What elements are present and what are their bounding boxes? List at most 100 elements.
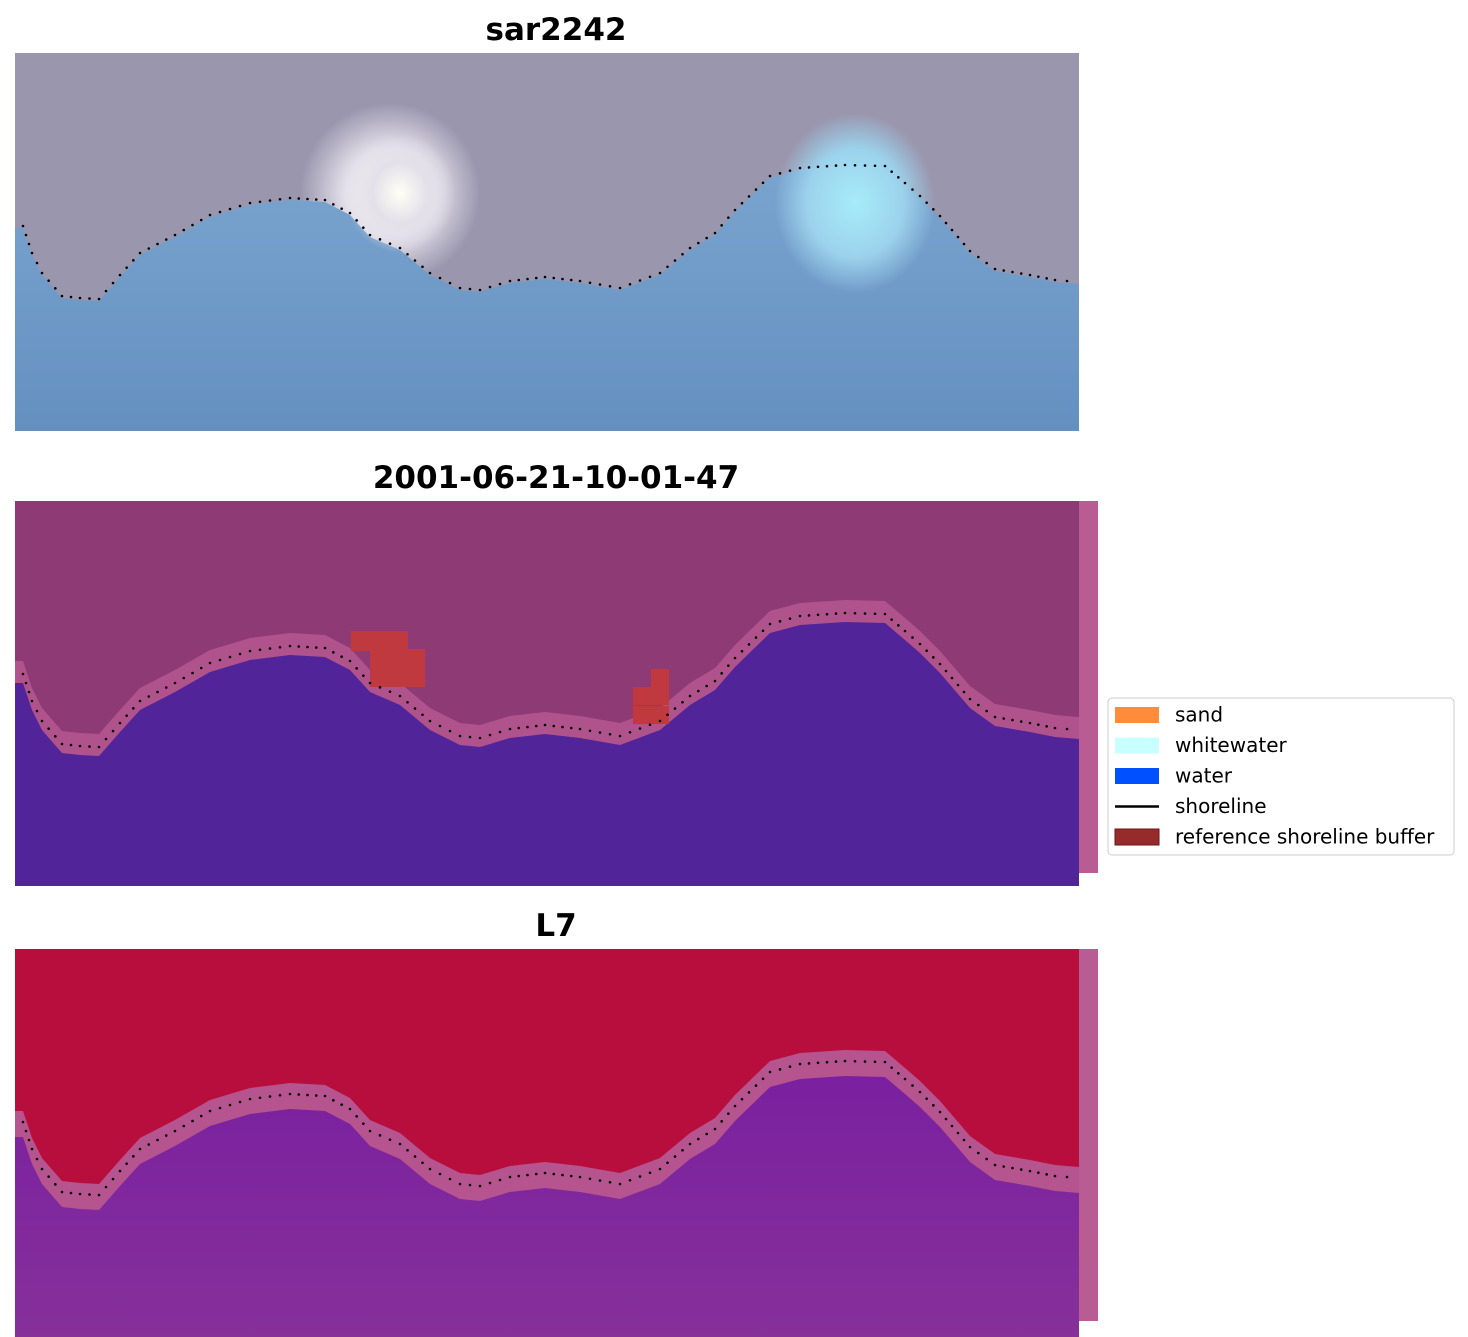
shoreline-dot	[88, 297, 91, 300]
shoreline-dot	[488, 1181, 492, 1185]
shoreline-dot	[297, 1093, 301, 1096]
shoreline-dot	[608, 284, 612, 288]
shoreline-dot	[666, 1161, 669, 1165]
shoreline-dot	[673, 1155, 677, 1158]
shoreline-dot	[24, 1129, 28, 1133]
shoreline-dot	[111, 1177, 115, 1181]
shoreline-dot	[873, 164, 877, 168]
shoreline-dot	[30, 699, 34, 703]
shoreline-dot	[588, 729, 592, 733]
shoreline-dot	[754, 188, 758, 191]
shoreline-dot	[340, 207, 343, 210]
shoreline-dot	[778, 172, 782, 175]
shoreline-dot	[890, 170, 893, 173]
shoreline-dot	[666, 713, 669, 717]
shoreline-dot	[348, 1107, 352, 1111]
shoreline-dot	[648, 723, 652, 727]
shoreline-dot	[526, 725, 529, 729]
shoreline-dot	[628, 282, 632, 286]
shoreline-dot	[238, 204, 242, 208]
shoreline-dot	[78, 744, 82, 748]
panel-title: sar2242	[486, 12, 627, 48]
shoreline-dot	[54, 1183, 57, 1186]
shoreline-dot	[421, 1161, 424, 1165]
shoreline-dot	[834, 164, 838, 167]
shoreline-dot	[843, 611, 847, 615]
shoreline-dot	[332, 203, 335, 206]
shoreline-dot	[1053, 726, 1057, 730]
shoreline-dot	[526, 1173, 529, 1177]
shoreline-dot	[747, 1091, 751, 1094]
shoreline-dot	[534, 276, 538, 280]
shoreline-dot	[40, 271, 44, 275]
shoreline-dot	[873, 1060, 877, 1064]
shoreline-dot	[628, 730, 632, 734]
shoreline-dot	[543, 275, 547, 279]
shoreline-dot	[69, 295, 73, 299]
shoreline-dot	[903, 181, 907, 185]
shoreline-dot	[78, 1192, 82, 1196]
shoreline-dot	[413, 259, 417, 262]
shoreline-dot	[21, 224, 25, 228]
shoreline-dot	[853, 1059, 857, 1063]
shoreline-dot	[740, 201, 744, 205]
shoreline-dot	[323, 646, 327, 650]
shoreline-dot	[132, 1155, 135, 1158]
shoreline-dot	[608, 1180, 612, 1184]
shoreline-dot	[104, 737, 108, 741]
shoreline-dot	[977, 1151, 980, 1155]
shoreline-dot	[208, 1109, 212, 1113]
shoreline-dot	[853, 611, 857, 615]
shoreline-dot	[238, 1100, 242, 1104]
shoreline-dot	[798, 166, 802, 170]
shoreline-dot	[911, 636, 914, 639]
shoreline-dot	[1002, 269, 1006, 272]
shoreline-dot	[1037, 723, 1040, 726]
shoreline-dot	[534, 724, 538, 728]
shoreline-dot	[156, 1138, 159, 1142]
shoreline-dot	[697, 241, 700, 245]
shoreline-dot	[543, 723, 547, 727]
shoreline-dot	[697, 1137, 700, 1141]
shoreline-dot	[191, 1119, 194, 1123]
shoreline-dot	[733, 656, 737, 660]
shoreline-dot	[825, 164, 829, 168]
shoreline-dot	[658, 271, 662, 275]
shoreline-dot	[428, 271, 432, 275]
shoreline-dot	[950, 1124, 954, 1128]
shoreline-dot	[138, 251, 142, 255]
shoreline-dot	[448, 281, 452, 285]
shoreline-dot	[740, 649, 744, 653]
shoreline-dot	[705, 236, 708, 240]
shoreline-dot	[97, 745, 101, 749]
shoreline-dot	[268, 1095, 272, 1098]
shoreline-dot	[638, 279, 642, 282]
shoreline-dot	[406, 252, 409, 256]
shoreline-dot	[534, 1172, 538, 1176]
shoreline-dot	[1065, 279, 1069, 283]
shoreline-dot	[727, 216, 730, 219]
shoreline-dot	[911, 188, 914, 191]
shoreline-dot	[30, 251, 34, 255]
shoreline-dot	[24, 233, 28, 237]
shoreline-dot	[918, 194, 922, 198]
shoreline-dot	[60, 294, 64, 298]
shoreline-dot	[853, 163, 857, 167]
shoreline-dot	[968, 1145, 972, 1149]
shoreline-dot	[720, 672, 723, 675]
shoreline-dot	[843, 163, 847, 167]
shoreline-dot	[578, 279, 582, 283]
shoreline-dot	[88, 745, 91, 748]
shoreline-dot	[807, 166, 811, 169]
shoreline-dot	[911, 1084, 914, 1087]
buffer-patch	[351, 631, 408, 651]
shoreline-dot	[598, 731, 602, 734]
shoreline-dot	[428, 719, 432, 723]
shoreline-dot	[132, 707, 135, 710]
image-panel	[15, 53, 1079, 431]
shoreline-dot	[688, 246, 692, 250]
shoreline-dot	[248, 201, 252, 205]
shoreline-dot	[962, 242, 966, 246]
shoreline-dot	[332, 1099, 335, 1102]
shoreline-dot	[248, 1097, 252, 1101]
